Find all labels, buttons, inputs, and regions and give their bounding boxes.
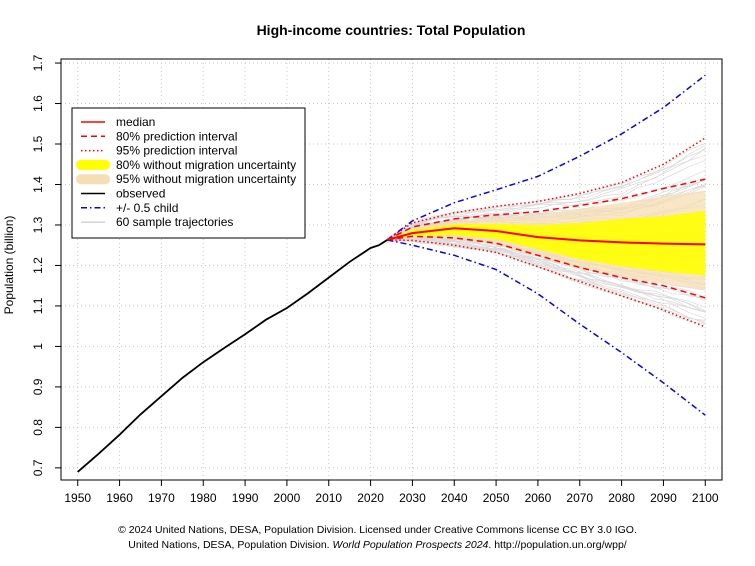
half-child-lower-line (387, 239, 706, 416)
legend-label: 80% prediction interval (116, 129, 237, 143)
x-tick-label: 2050 (483, 491, 510, 505)
x-axis-ticks: 1950 1960 1970 1980 1990 2000 2010 2020 2030 2040… (64, 480, 719, 505)
observed-line (77, 239, 388, 473)
legend-label: 80% without migration uncertainty (116, 158, 296, 172)
x-tick-label: 2030 (399, 491, 426, 505)
band-80-no-migration (387, 210, 706, 276)
legend-label: 95% without migration uncertainty (116, 172, 296, 186)
footer-copyright: © 2024 United Nations, DESA, Population … (118, 524, 637, 536)
y-axis-ticks: 0.7 0.8 0.9 1 1.1 1.2 1.3 1.4 1.5 1.6 1.7 (31, 54, 61, 476)
sample-trajectory (387, 149, 706, 243)
legend-label: +/- 0.5 child (116, 201, 178, 215)
sample-trajectory (387, 238, 706, 324)
sample-trajectory (387, 238, 706, 313)
median-line (387, 227, 706, 246)
uncertainty-bands (387, 190, 706, 290)
y-tick-label: 1.3 (31, 216, 45, 233)
sample-trajectory (387, 154, 706, 239)
sample-trajectory (387, 236, 706, 308)
x-tick-label: 2070 (566, 491, 593, 505)
legend-box (71, 107, 306, 239)
y-tick-label: 1.7 (31, 54, 45, 71)
y-tick-label: 1.4 (31, 176, 45, 193)
x-tick-label: 2000 (274, 491, 301, 505)
y-tick-label: 1 (31, 343, 45, 350)
y-tick-label: 1.1 (31, 297, 45, 314)
x-tick-label: 2080 (608, 491, 635, 505)
x-tick-label: 2060 (525, 491, 552, 505)
footer-source-url: . http://population.un.org/wpp/ (488, 539, 627, 551)
x-tick-label: 1990 (232, 491, 259, 505)
y-tick-label: 0.7 (31, 459, 45, 476)
pi80-upper-line (386, 178, 706, 241)
x-tick-label: 2100 (692, 491, 719, 505)
chart-title: High-income countries: Total Population (257, 22, 526, 38)
footer-source-title: World Population Prospects 2024 (332, 539, 489, 551)
sample-trajectory (387, 142, 706, 241)
x-tick-label: 1970 (148, 491, 175, 505)
pi80-lower-line (387, 235, 706, 299)
y-tick-label: 0.8 (31, 419, 45, 436)
plot-frame (60, 58, 723, 481)
legend-label: median (116, 115, 155, 129)
legend-label: 60 sample trajectories (116, 215, 233, 229)
half-child-upper-line (386, 74, 706, 241)
pi95-upper-line (386, 137, 706, 241)
legend-label: observed (116, 187, 165, 201)
y-tick-label: 1.2 (31, 257, 45, 274)
x-tick-label: 1980 (190, 491, 217, 505)
x-tick-label: 2010 (315, 491, 342, 505)
y-tick-label: 1.6 (31, 95, 45, 112)
y-axis-label: Population (billion) (2, 216, 16, 315)
x-tick-label: 2020 (357, 491, 384, 505)
x-tick-label: 2040 (441, 491, 468, 505)
y-tick-label: 1.5 (31, 135, 45, 152)
x-tick-label: 1950 (64, 491, 91, 505)
legend-label: 95% prediction interval (116, 144, 237, 158)
y-tick-label: 0.9 (31, 378, 45, 395)
footer-source: United Nations, DESA, Population Divisio… (0, 539, 755, 551)
x-tick-label: 1960 (106, 491, 133, 505)
footer-source-prefix: United Nations, DESA, Population Divisio… (128, 539, 330, 551)
x-tick-label: 2090 (650, 491, 677, 505)
series-lines (77, 74, 706, 473)
